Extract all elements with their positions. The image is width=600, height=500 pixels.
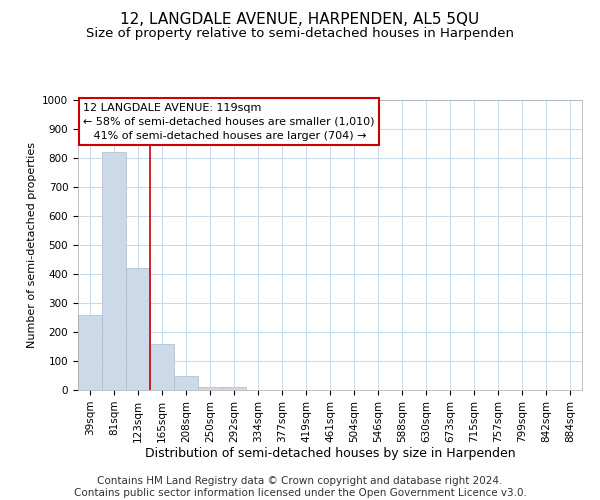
Text: 12 LANGDALE AVENUE: 119sqm
← 58% of semi-detached houses are smaller (1,010)
   : 12 LANGDALE AVENUE: 119sqm ← 58% of semi… [83, 103, 374, 141]
Y-axis label: Number of semi-detached properties: Number of semi-detached properties [26, 142, 37, 348]
Bar [78, 314, 102, 390]
Text: 12, LANGDALE AVENUE, HARPENDEN, AL5 5QU: 12, LANGDALE AVENUE, HARPENDEN, AL5 5QU [121, 12, 479, 28]
X-axis label: Distribution of semi-detached houses by size in Harpenden: Distribution of semi-detached houses by … [145, 448, 515, 460]
Text: Contains HM Land Registry data © Crown copyright and database right 2024.
Contai: Contains HM Land Registry data © Crown c… [74, 476, 526, 498]
Bar [102, 152, 126, 390]
Bar [222, 387, 246, 390]
Bar [174, 376, 198, 390]
Text: Size of property relative to semi-detached houses in Harpenden: Size of property relative to semi-detach… [86, 28, 514, 40]
Bar [198, 387, 222, 390]
Bar [150, 344, 174, 390]
Bar [126, 268, 150, 390]
